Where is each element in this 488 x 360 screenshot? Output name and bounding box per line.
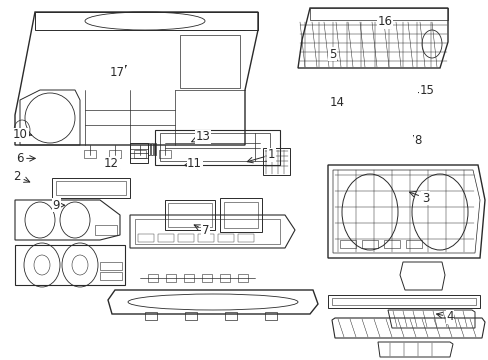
Bar [100, 272, 122, 280]
Text: 14: 14 [329, 96, 344, 109]
Bar [52, 178, 130, 198]
Text: 3: 3 [408, 192, 428, 204]
Bar [405, 240, 421, 248]
Text: 15: 15 [418, 84, 433, 96]
Text: 17: 17 [110, 66, 126, 78]
Bar [154, 143, 156, 155]
Text: 10: 10 [13, 129, 31, 141]
Bar [130, 143, 148, 163]
Bar [109, 150, 121, 158]
Text: 6: 6 [16, 152, 35, 165]
Bar [331, 298, 475, 305]
Text: 16: 16 [377, 15, 392, 29]
Bar [155, 130, 280, 165]
Polygon shape [297, 8, 447, 68]
Bar [202, 274, 212, 282]
Bar [238, 274, 247, 282]
Text: 2: 2 [13, 170, 30, 183]
Bar [135, 219, 280, 244]
Text: 8: 8 [413, 134, 421, 147]
Bar [56, 181, 126, 195]
Text: 13: 13 [191, 130, 210, 143]
Bar [238, 234, 253, 242]
Bar [183, 274, 194, 282]
Bar [220, 198, 262, 232]
Bar [100, 262, 122, 270]
Text: 9: 9 [52, 199, 64, 212]
Bar [148, 274, 158, 282]
Bar [148, 143, 150, 155]
Bar [224, 202, 258, 228]
Text: 12: 12 [104, 157, 120, 170]
Bar [95, 225, 117, 235]
Bar [151, 143, 153, 155]
Bar [361, 240, 377, 248]
Bar [198, 234, 214, 242]
Text: 4: 4 [436, 310, 453, 323]
Text: 5: 5 [328, 48, 336, 60]
Text: 7: 7 [194, 224, 209, 237]
Bar [327, 295, 479, 308]
Bar [218, 234, 234, 242]
Bar [134, 150, 146, 158]
Bar [158, 234, 174, 242]
Bar [184, 312, 197, 320]
Bar [178, 234, 194, 242]
Bar [264, 312, 276, 320]
Bar [165, 274, 176, 282]
Bar [145, 312, 157, 320]
Bar [383, 240, 399, 248]
Bar [160, 133, 269, 161]
Text: 11: 11 [183, 157, 202, 170]
Text: 1: 1 [247, 148, 275, 163]
Bar [220, 274, 229, 282]
Bar [224, 312, 237, 320]
Bar [168, 203, 212, 227]
Bar [138, 234, 154, 242]
Bar [339, 240, 355, 248]
Bar [84, 150, 96, 158]
Bar [263, 148, 289, 175]
Bar [159, 150, 171, 158]
Bar [164, 200, 215, 230]
